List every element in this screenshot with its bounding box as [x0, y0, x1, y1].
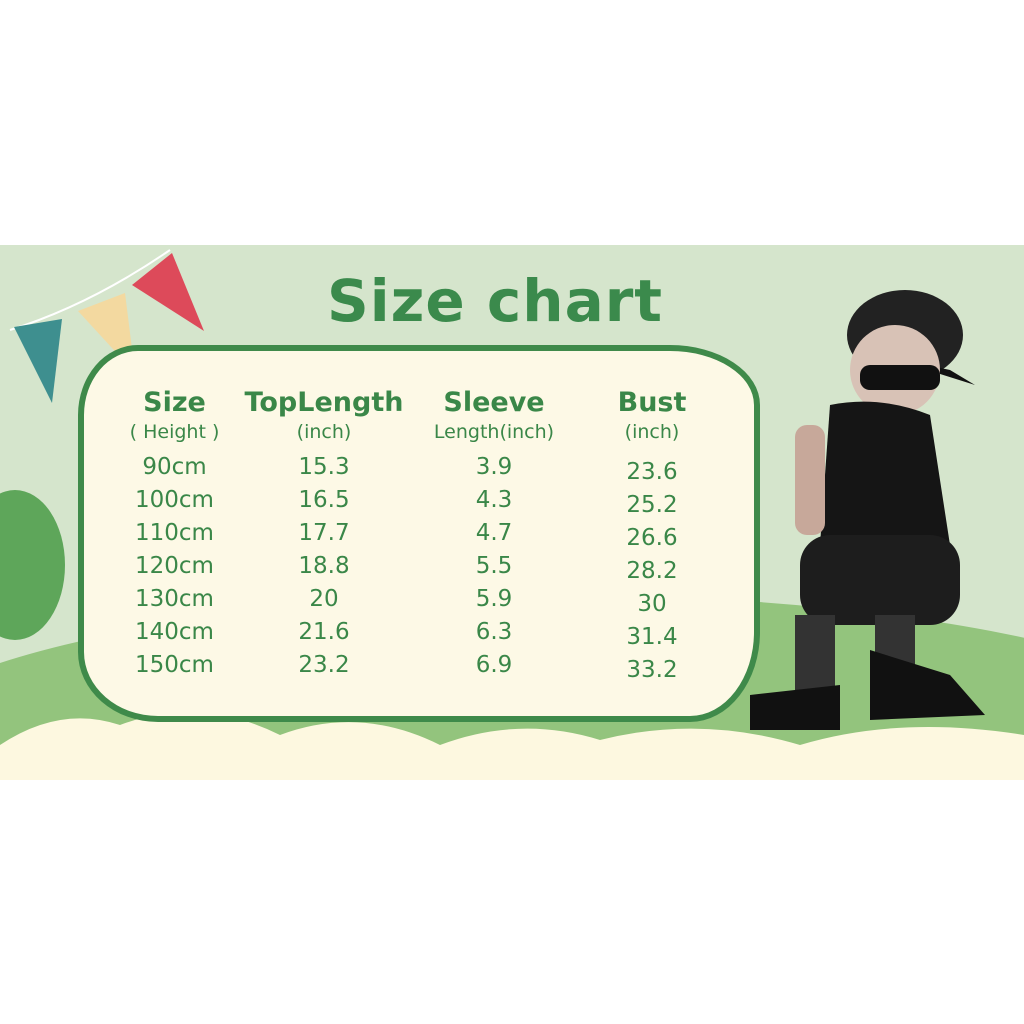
column-subheader: ( Height ) — [129, 421, 220, 443]
column-subheader: (inch) — [296, 421, 352, 443]
table-cell: 6.3 — [475, 619, 513, 645]
table-cell: 90cm — [142, 454, 207, 480]
column-header: Bust — [617, 387, 687, 418]
table-cell: 21.6 — [298, 619, 350, 645]
cloud-border — [0, 712, 1024, 780]
table-cell: 16.5 — [298, 487, 350, 513]
table-cell: 26.6 — [626, 525, 678, 551]
column-sleeve-length: Sleeve Length(inch) 3.9 4.3 4.7 5.5 5.9 … — [419, 387, 569, 682]
table-cell: 110cm — [135, 520, 214, 546]
table-cell: 31.4 — [626, 624, 678, 650]
pennant-teal — [14, 319, 62, 403]
table-cell: 33.2 — [626, 657, 678, 683]
bush-left — [0, 490, 65, 640]
table-cell: 20 — [309, 586, 339, 612]
bunting-string — [9, 249, 171, 331]
table-cell: 30 — [637, 591, 667, 617]
pennant-red — [132, 253, 204, 331]
column-header: TopLength — [244, 387, 404, 418]
table-cell: 4.7 — [475, 520, 513, 546]
table-cell: 5.5 — [475, 553, 513, 579]
table-cell: 23.2 — [298, 652, 350, 678]
column-header: Size — [143, 387, 206, 418]
column-subheader: (inch) — [624, 421, 680, 443]
table-cell: 17.7 — [298, 520, 350, 546]
column-top-length: TopLength (inch) 15.3 16.5 17.7 18.8 20 … — [234, 387, 414, 682]
size-chart-banner: Size chart Size ( Height ) 90cm 100cm 11… — [0, 245, 1024, 780]
table-cell: 5.9 — [475, 586, 513, 612]
size-table: Size ( Height ) 90cm 100cm 110cm 120cm 1… — [78, 345, 760, 722]
table-cell: 23.6 — [626, 459, 678, 485]
table-cell: 28.2 — [626, 558, 678, 584]
table-cell: 150cm — [135, 652, 214, 678]
table-cell: 18.8 — [298, 553, 350, 579]
table-cell: 4.3 — [475, 487, 513, 513]
column-subheader: Length(inch) — [433, 421, 555, 443]
table-cell: 120cm — [135, 553, 214, 579]
table-cell: 6.9 — [475, 652, 513, 678]
table-cell: 15.3 — [298, 454, 350, 480]
table-cell: 130cm — [135, 586, 214, 612]
page-title: Size chart — [326, 267, 664, 335]
table-cell: 100cm — [135, 487, 214, 513]
table-cell: 25.2 — [626, 492, 678, 518]
table-cell: 3.9 — [475, 454, 513, 480]
column-header: Sleeve — [443, 387, 545, 418]
column-size: Size ( Height ) 90cm 100cm 110cm 120cm 1… — [102, 387, 247, 682]
column-bust: Bust (inch) 23.6 25.2 26.6 28.2 30 31.4 … — [592, 387, 712, 687]
boy-model-image — [750, 290, 985, 730]
table-cell: 140cm — [135, 619, 214, 645]
